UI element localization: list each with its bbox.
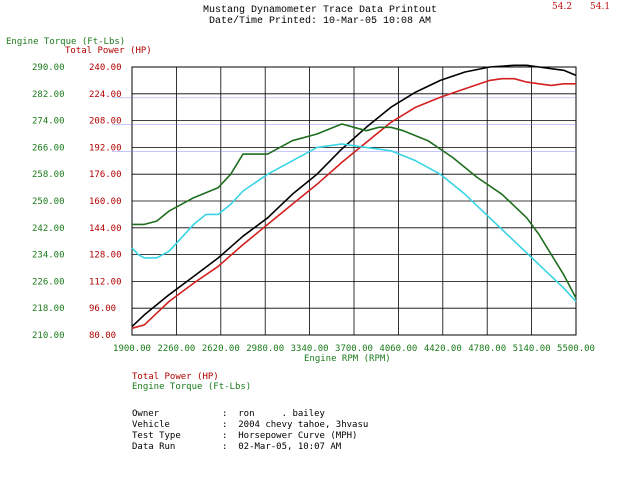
info-owner-label: Owner xyxy=(132,409,160,419)
info-data-run: Data Run : 02-Mar-05, 10:07 AM xyxy=(132,442,341,452)
printed-timestamp: Date/Time Printed: 10-Mar-05 10:08 AM xyxy=(208,16,432,27)
y-left-tick-label: 258.00 xyxy=(32,170,65,180)
series-line-2 xyxy=(132,123,577,299)
series-line-1 xyxy=(131,64,577,328)
x-tick-label: 4420.00 xyxy=(424,344,462,354)
x-tick-label: 1900.00 xyxy=(113,344,151,354)
y-left-tick-label: 250.00 xyxy=(32,197,65,207)
y-left-tick-label: 274.00 xyxy=(32,117,65,127)
info-test-type-label: Test Type xyxy=(132,431,181,441)
y-left-tick-label: 266.00 xyxy=(32,143,65,153)
y-right-tick-label: 240.00 xyxy=(89,63,122,73)
y-left-tick-label: 282.00 xyxy=(32,90,65,100)
y-left-tick-label: 242.00 xyxy=(32,224,65,234)
x-tick-label: 2620.00 xyxy=(202,344,240,354)
y-left-tick-label: 226.00 xyxy=(32,277,65,287)
info-vehicle: Vehicle : 2004 chevy tahoe, 3hvasu xyxy=(132,420,368,430)
x-tick-label: 2260.00 xyxy=(157,344,195,354)
y-right-tick-label: 160.00 xyxy=(89,197,122,207)
info-data-run-value: : 02-Mar-05, 10:07 AM xyxy=(222,442,342,452)
info-test-type: Test Type : Horsepower Curve (MPH) xyxy=(132,431,357,441)
y-right-tick-label: 112.00 xyxy=(89,277,122,287)
legend-torque: Engine Torque (Ft-Lbs) xyxy=(132,382,252,392)
y-left-tick-label: 210.00 xyxy=(32,331,65,341)
x-axis-title: Engine RPM (RPM) xyxy=(304,354,391,364)
info-owner-value: : ron . bailey xyxy=(222,409,325,419)
x-tick-label: 2980.00 xyxy=(246,344,284,354)
info-data-run-label: Data Run xyxy=(132,442,176,452)
info-test-type-value: : Horsepower Curve (MPH) xyxy=(222,431,358,441)
legend-power: Total Power (HP) xyxy=(132,372,219,382)
x-tick-label: 3700.00 xyxy=(335,344,373,354)
info-vehicle-label: Vehicle xyxy=(132,420,170,430)
x-tick-label: 3340.00 xyxy=(291,344,329,354)
y-right-axis-title: Total Power (HP) xyxy=(65,46,152,56)
handwritten-note-left: 54.2 xyxy=(552,2,573,12)
y-right-tick-label: 208.00 xyxy=(89,117,122,127)
page-title: Mustang Dynamometer Trace Data Printout xyxy=(202,5,438,16)
x-tick-label: 5140.00 xyxy=(513,344,551,354)
y-right-tick-label: 176.00 xyxy=(89,170,122,180)
series-line-3 xyxy=(131,143,577,303)
y-left-tick-label: 290.00 xyxy=(32,63,65,73)
y-right-tick-label: 96.00 xyxy=(89,304,116,314)
x-tick-label: 4780.00 xyxy=(468,344,506,354)
y-right-tick-label: 80.00 xyxy=(89,331,116,341)
y-right-tick-label: 144.00 xyxy=(89,224,122,234)
series-line-0 xyxy=(131,77,576,330)
y-right-tick-label: 192.00 xyxy=(89,143,122,153)
y-left-tick-label: 234.00 xyxy=(32,251,65,261)
y-left-axis-title: Engine Torque (Ft-Lbs) xyxy=(6,37,126,47)
y-left-tick-label: 218.00 xyxy=(32,304,65,314)
y-right-tick-label: 128.00 xyxy=(89,251,122,261)
handwritten-note-right: 54.1 xyxy=(590,2,611,12)
y-right-tick-label: 224.00 xyxy=(89,90,122,100)
x-tick-label: 5500.00 xyxy=(557,344,595,354)
info-owner: Owner : ron . bailey xyxy=(132,409,325,419)
x-tick-label: 4060.00 xyxy=(379,344,417,354)
info-vehicle-value: : 2004 chevy tahoe, 3hvasu xyxy=(222,420,369,430)
